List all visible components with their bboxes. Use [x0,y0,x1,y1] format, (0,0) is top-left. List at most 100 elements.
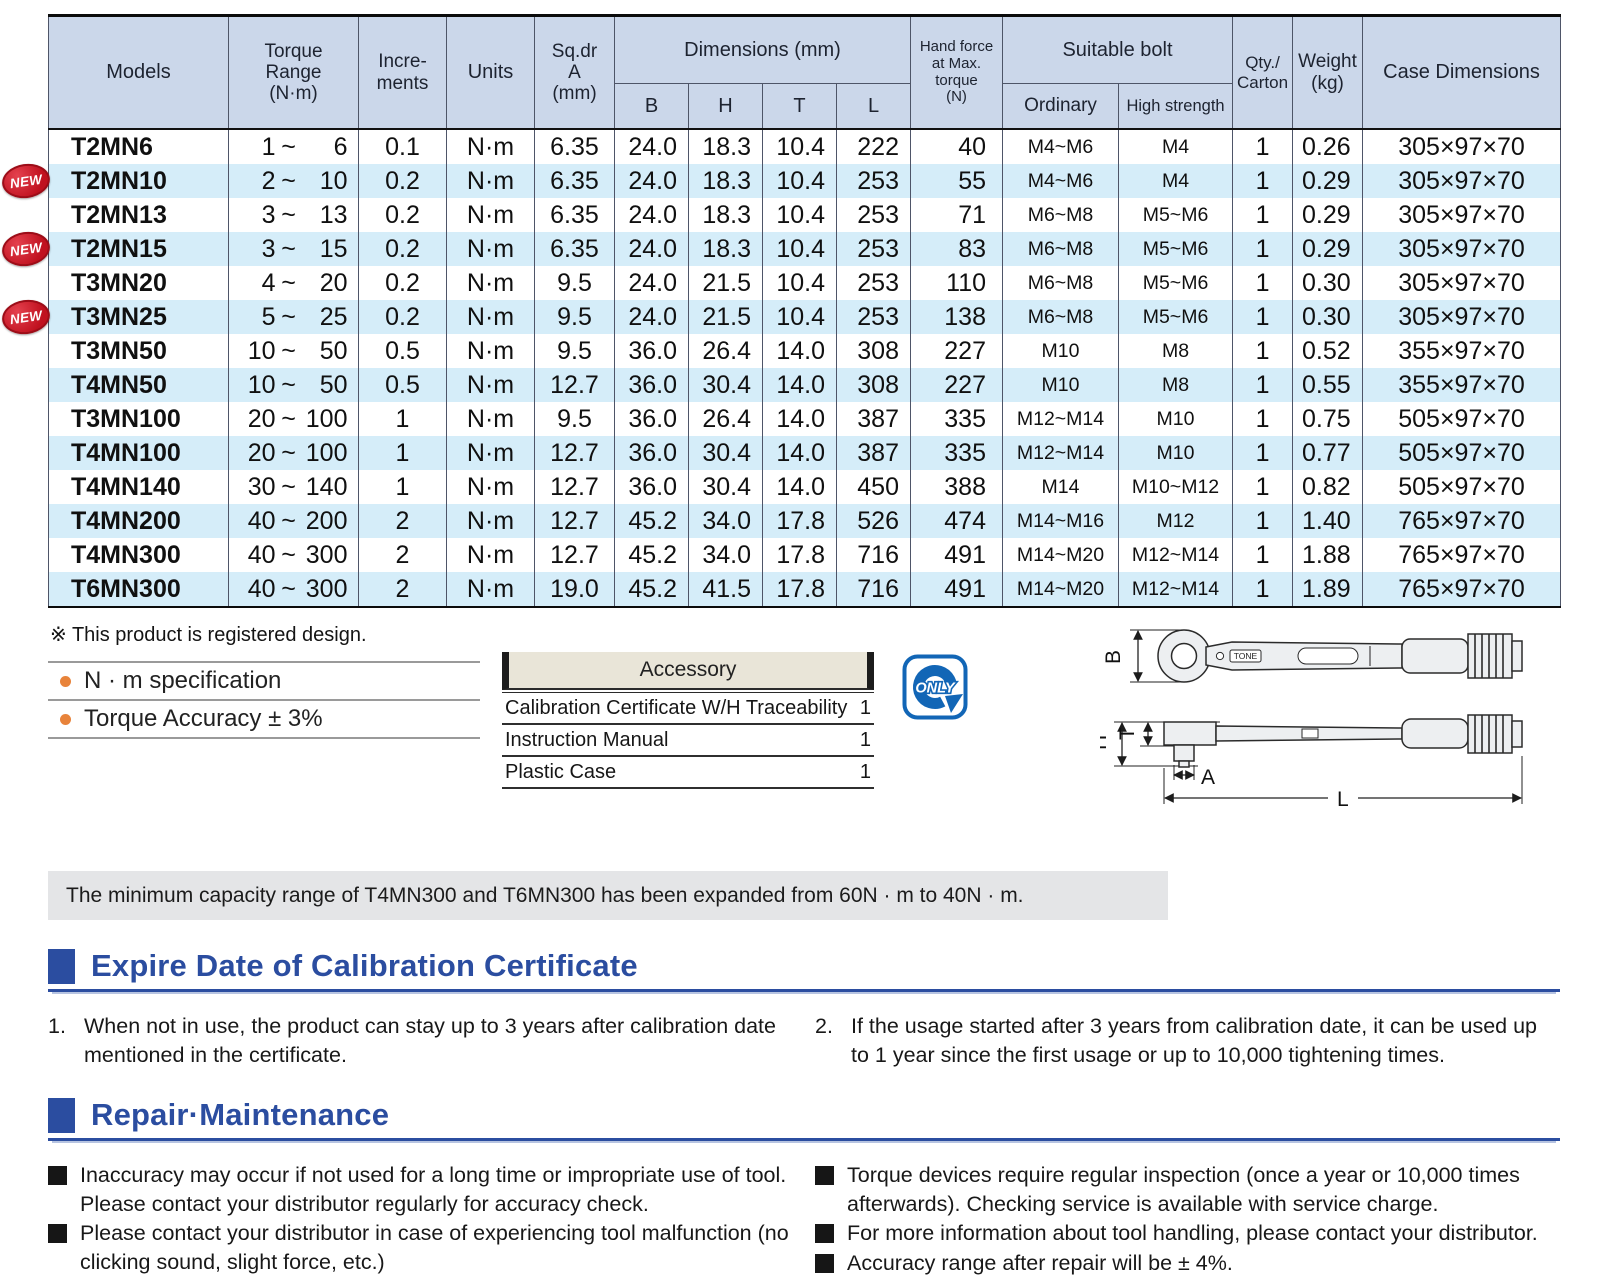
dim-t-cell: 10.4 [762,300,837,334]
increment-cell: 0.5 [358,334,447,368]
torque-range-cell: 2 ~10 [228,164,359,198]
capacity-note-text: The minimum capacity range of T4MN300 an… [66,883,1024,907]
torque-range-cell: 40 ~300 [228,538,359,572]
torque-range-cell: 20 ~100 [228,402,359,436]
model-cell: T6MN300 [48,572,229,607]
model-name: T3MN100 [71,404,181,433]
case-dimensions-cell: 765×97×70 [1362,504,1562,538]
bullet-dot-icon [60,675,71,687]
repair-section-items: Inaccuracy may occur if not used for a l… [48,1161,1560,1278]
model-cell: T4MN100 [48,436,229,470]
ordinary-bolt-cell: M6~M8 [1002,198,1119,232]
model-name: T2MN6 [71,132,153,161]
high-strength-bolt-cell: M10~M12 [1117,470,1234,504]
qty-cell: 1 [1232,470,1294,504]
model-cell: T2MN13 [48,198,229,232]
units-cell: N·m [446,368,535,402]
dim-l-cell: 387 [836,436,911,470]
case-dimensions-cell: 305×97×70 [1362,266,1562,300]
dim-b-cell: 45.2 [614,504,689,538]
item-text: If the usage started after 3 years from … [851,1014,1538,1067]
units-cell: N·m [446,334,535,368]
sqdr-cell: 9.5 [534,402,615,436]
svg-text:ONLY: ONLY [915,681,956,697]
repair-section-title: Repair·Maintenance [91,1097,390,1133]
header-models: Models [48,15,229,129]
table-row: T6MN300 40 ~300 2 N·m 19.0 45.2 41.5 17.8 716 491 M… [48,572,1562,607]
high-strength-bolt-cell: M12 [1117,504,1234,538]
square-bullet-item: For more information about tool handling… [815,1219,1560,1248]
increment-cell: 2 [358,572,447,607]
model-cell: T4MN300 [48,538,229,572]
dim-t-cell: 10.4 [762,266,837,300]
item-text: Torque devices require regular inspectio… [847,1163,1520,1216]
model-cell: T4MN50 [48,368,229,402]
torque-range-cell: 3 ~15 [228,232,359,266]
case-dimensions-cell: 355×97×70 [1362,368,1562,402]
spec-bullet-text: Torque Accuracy ± 3% [84,705,323,732]
numbered-item: 1. When not in use, the product can stay … [48,1012,793,1069]
svg-text:T: T [1116,727,1139,740]
units-cell: N·m [446,504,535,538]
header-dim-b: B [614,83,689,129]
accessory-qty: 1 [859,696,871,719]
accessory-qty: 1 [859,760,871,783]
accessory-item: Plastic Case 1 [502,757,874,789]
case-dimensions-cell: 305×97×70 [1362,232,1562,266]
increment-cell: 0.1 [358,129,447,164]
dim-t-cell: 17.8 [762,504,837,538]
case-dimensions-cell: 305×97×70 [1362,164,1562,198]
model-name: T3MN25 [71,302,167,331]
weight-cell: 0.29 [1292,198,1364,232]
units-cell: N·m [446,300,535,334]
expire-items-left: 1. When not in use, the product can stay … [48,1012,793,1069]
dim-l-cell: 253 [836,198,911,232]
torque-range-cell: 40 ~300 [228,572,359,607]
dim-l-cell: 308 [836,334,911,368]
table-row: T4MN140 30 ~140 1 N·m 12.7 36.0 30.4 14.0 450 388 M… [48,470,1562,504]
model-cell: NEW T2MN10 [0,160,229,202]
sqdr-cell: 9.5 [534,334,615,368]
qty-cell: 1 [1232,300,1294,334]
dim-t-cell: 14.0 [762,334,837,368]
dim-h-cell: 41.5 [688,572,763,607]
dim-l-cell: 526 [836,504,911,538]
header-weight: Weight (kg) [1292,15,1364,129]
table-row: T3MN20 4 ~20 0.2 N·m 9.5 24.0 21.5 10.4 253 110 M6~… [48,266,1562,300]
model-cell: T4MN140 [48,470,229,504]
dim-h-cell: 26.4 [688,334,763,368]
case-dimensions-cell: 765×97×70 [1362,572,1562,607]
dim-b-cell: 36.0 [614,334,689,368]
model-name: T4MN200 [71,506,181,535]
item-text: For more information about tool handling… [847,1221,1538,1246]
torque-range-cell: 5 ~25 [228,300,359,334]
dim-h-cell: 30.4 [688,436,763,470]
case-dimensions-cell: 305×97×70 [1362,300,1562,334]
item-text: When not in use, the product can stay up… [84,1014,776,1067]
increment-cell: 0.2 [358,198,447,232]
high-strength-bolt-cell: M12~M14 [1117,538,1234,572]
table-row: T2MN13 3 ~13 0.2 N·m 6.35 24.0 18.3 10.4 253 71 M6~… [48,198,1562,232]
spec-bullet-item: N · m specification [48,663,480,701]
dim-b-cell: 24.0 [614,232,689,266]
hand-force-cell: 227 [910,368,1003,402]
ordinary-bolt-cell: M10 [1002,334,1119,368]
model-name: T4MN100 [71,438,181,467]
header-high-strength: High strength [1117,83,1234,129]
bullet-dot-icon [60,713,71,725]
accessory-item: Calibration Certificate W/H Traceability… [502,693,874,725]
svg-text:L: L [1337,788,1349,811]
model-name: T4MN50 [71,370,167,399]
qty-cell: 1 [1232,129,1294,164]
item-number: 1. [48,1014,66,1038]
weight-cell: 1.89 [1292,572,1364,607]
expire-items-right: 2. If the usage started after 3 years fro… [815,1012,1560,1069]
header-dimensions: Dimensions (mm) [614,15,911,84]
model-name: T2MN15 [71,234,167,263]
case-dimensions-cell: 765×97×70 [1362,538,1562,572]
spec-table-body: T2MN6 1 ~6 0.1 N·m 6.35 24.0 18.3 10.4 222 40 M4~M6… [0,129,1562,607]
repair-items-left: Inaccuracy may occur if not used for a l… [48,1161,793,1278]
dim-h-cell: 26.4 [688,402,763,436]
hand-force-cell: 388 [910,470,1003,504]
